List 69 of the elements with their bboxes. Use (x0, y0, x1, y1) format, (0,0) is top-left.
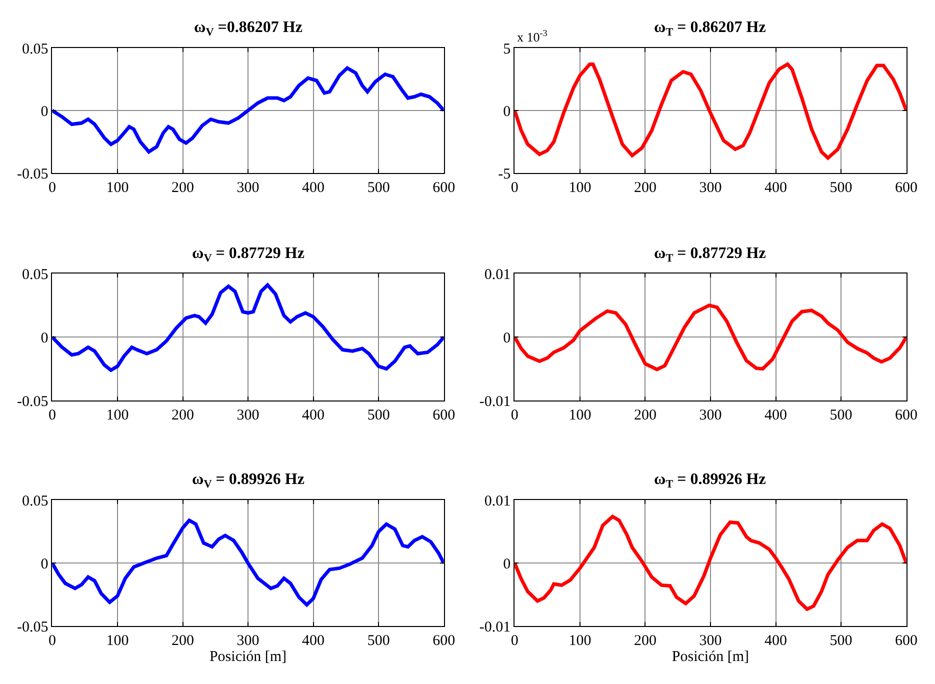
chart-title: ω$_{V}$ = 0.89926 Hz (192, 471, 304, 490)
y-tick-label: -0.05 (16, 166, 48, 182)
x-tick-label: 400 (764, 408, 788, 424)
y-tick-label: 0 (40, 104, 48, 120)
x-tick-label: 300 (236, 180, 260, 196)
line-series (52, 283, 444, 372)
y-tick-label: 0 (40, 556, 48, 572)
x-tick-label: 300 (699, 633, 722, 650)
x-axis-title: Posición [m] (209, 649, 287, 666)
y-tick-label: -0.05 (16, 619, 48, 636)
y-tick-label: 0 (503, 330, 511, 346)
y-tick-label: -0.01 (479, 619, 511, 636)
x-axis-title: Posición [m] (672, 649, 750, 666)
y-tick-label: 0 (503, 104, 511, 120)
x-tick-label: 300 (236, 633, 260, 650)
x-tick-label: 600 (895, 633, 918, 650)
chart-title: ω$_{V}$ =0.86207 Hz (194, 19, 302, 38)
x-tick-label: 600 (432, 408, 456, 424)
x-tick-label: 300 (699, 180, 722, 196)
x-tick-label: 100 (568, 180, 592, 196)
y-tick-label: -0.05 (16, 394, 48, 410)
x-tick-label: 500 (367, 408, 390, 424)
x-tick-label: 400 (302, 180, 325, 196)
x-tick-label: 300 (699, 408, 722, 424)
x-tick-label: 600 (895, 180, 918, 196)
x-tick-label: 100 (106, 408, 129, 424)
x-tick-label: 300 (236, 408, 260, 424)
x-tick-label: 400 (302, 633, 325, 650)
line-series (514, 62, 906, 160)
x-tick-label: 200 (172, 408, 194, 424)
y-tick-label: 0.05 (22, 493, 48, 510)
line-series (514, 304, 906, 372)
x-tick-label: 100 (568, 408, 592, 424)
x-tick-label: 500 (367, 633, 390, 650)
x-tick-label: 100 (106, 180, 129, 196)
x-tick-label: 500 (367, 180, 390, 196)
y-tick-label: 0.05 (22, 41, 48, 58)
y-tick-label: 0 (40, 330, 48, 346)
y-tick-label: -0.01 (479, 394, 511, 410)
chart-title: ω$_{T}$ = 0.89926 Hz (654, 471, 766, 490)
x-tick-label: 400 (764, 180, 788, 196)
line-series (514, 514, 906, 611)
text: x 10$^{-3}$ (517, 28, 548, 44)
x-tick-label: 400 (764, 633, 788, 650)
y-tick-label: 0.01 (484, 493, 511, 510)
x-tick-label: 600 (432, 180, 456, 196)
x-tick-label: 200 (634, 633, 656, 650)
line-series (52, 66, 444, 154)
y-tick-label: 0.01 (484, 266, 511, 283)
y-tick-label: -5 (498, 166, 511, 182)
line-series (52, 518, 444, 607)
x-tick-label: 100 (568, 633, 592, 650)
chart-title: ω$_{T}$ = 0.86207 Hz (654, 19, 766, 38)
x-tick-label: 200 (172, 633, 194, 650)
chart-title: ω$_{V}$ = 0.87729 Hz (192, 245, 304, 264)
chart-title: ω$_{T}$ = 0.87729 Hz (654, 245, 766, 264)
y-tick-label: 5 (503, 41, 511, 58)
x-tick-label: 500 (830, 180, 852, 196)
x-tick-label: 100 (106, 633, 129, 650)
y-tick-label: 0.05 (22, 266, 48, 283)
x-tick-label: 400 (302, 408, 325, 424)
x-tick-label: 500 (830, 408, 852, 424)
x-tick-label: 500 (830, 633, 852, 650)
x-tick-label: 200 (634, 408, 656, 424)
x-tick-label: 200 (634, 180, 656, 196)
x-tick-label: 600 (432, 633, 456, 650)
x-tick-label: 200 (172, 180, 194, 196)
x-tick-label: 600 (895, 408, 918, 424)
y-tick-label: 0 (503, 556, 511, 572)
